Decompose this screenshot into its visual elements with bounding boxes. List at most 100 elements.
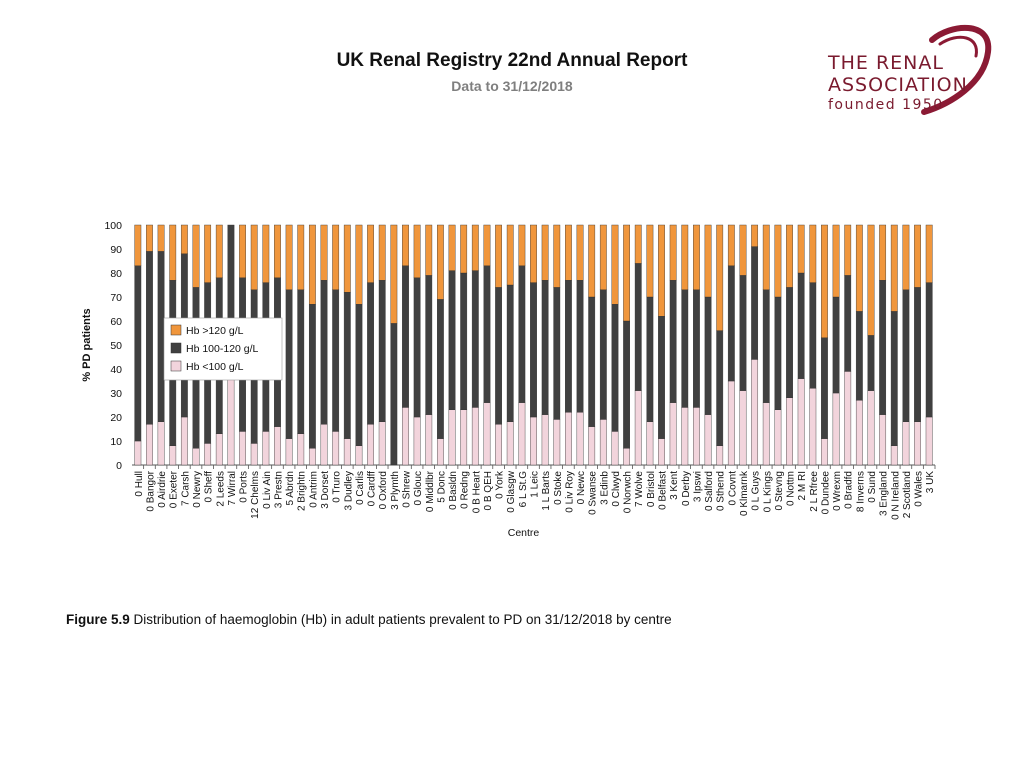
x-tick-label: 0 Hull <box>134 471 145 497</box>
bar-segment-hb-high <box>774 224 782 298</box>
y-axis-label: % PD patients <box>81 308 93 381</box>
bar-segment-hb-mid <box>786 287 793 399</box>
x-axis-label: Centre <box>508 527 540 539</box>
bar-segment-hb-mid <box>855 311 863 401</box>
figure-label: Figure 5.9 <box>66 612 130 627</box>
x-tick-label: 0 Truro <box>332 471 343 503</box>
bar-segment-hb-low <box>448 409 456 466</box>
bar-segment-hb-low <box>530 416 537 466</box>
bar-segment-hb-high <box>809 224 817 283</box>
bar-segment-hb-mid <box>506 284 514 423</box>
x-tick-label: 3 Plymth <box>390 471 401 510</box>
bar-segment-hb-high <box>588 224 596 298</box>
x-tick-label: 0 Wrexm <box>832 471 843 511</box>
bar-segment-hb-high <box>693 224 700 291</box>
bar-segment-hb-high <box>192 224 200 288</box>
bar-segment-hb-low <box>436 438 444 466</box>
bar-segment-hb-low <box>588 426 596 466</box>
bar-segment-hb-mid <box>541 279 549 415</box>
bar-segment-hb-high <box>180 224 188 254</box>
x-tick-label: 0 Bangor <box>145 470 156 511</box>
bar-segment-hb-low <box>227 378 235 466</box>
bar-segment-hb-mid <box>844 275 852 372</box>
bar-segment-hb-mid <box>646 296 654 423</box>
bar-segment-hb-high <box>925 224 933 283</box>
report-title: UK Renal Registry 22nd Annual Report <box>336 50 688 71</box>
x-tick-label: 3 Ipswi <box>692 471 703 502</box>
bar-segment-hb-high <box>297 224 305 291</box>
x-tick-label: 0 B QEH <box>483 471 494 510</box>
bar-segment-hb-mid <box>879 279 887 415</box>
bar-segment-hb-low <box>634 390 642 466</box>
x-tick-label: 0 Klmarnk <box>739 470 750 516</box>
x-tick-label: 0 Shrew <box>401 470 412 507</box>
y-tick-label: 10 <box>110 436 122 448</box>
bar-segment-hb-high <box>821 224 828 339</box>
bar-segment-hb-low <box>716 445 724 466</box>
x-tick-label: 3 Kent <box>669 471 680 500</box>
bar-segment-hb-low <box>495 423 502 466</box>
bar-segment-hb-low <box>483 402 491 466</box>
bar-segment-hb-mid <box>727 265 735 382</box>
bar-segment-hb-mid <box>355 303 363 447</box>
x-tick-label: 3 England <box>879 471 890 516</box>
bar-segment-hb-low <box>774 409 782 466</box>
bar-segment-hb-low <box>204 443 212 466</box>
legend-swatch <box>170 324 182 336</box>
bar-segment-hb-mid <box>751 246 759 360</box>
x-tick-label: 3 Dorset <box>320 471 331 509</box>
y-tick-label: 100 <box>104 220 122 232</box>
x-tick-label: 0 Covnt <box>727 471 738 506</box>
bar-segment-hb-low <box>867 390 875 466</box>
bar-segment-hb-mid <box>867 335 875 391</box>
bar-segment-hb-low <box>611 431 619 466</box>
bar-segment-hb-high <box>518 224 526 266</box>
x-tick-label: 0 Stoke <box>553 471 564 505</box>
bar-segment-hb-mid <box>693 289 700 408</box>
bar-segment-hb-low <box>925 416 933 466</box>
bar-segment-hb-low <box>809 387 817 466</box>
bar-segment-hb-low <box>378 421 386 466</box>
x-tick-label: 0 Oxford <box>378 471 389 509</box>
bar-segment-hb-high <box>646 224 654 298</box>
bar-segment-hb-low <box>215 433 223 466</box>
bar-segment-hb-low <box>332 431 340 466</box>
bar-segment-hb-mid <box>774 296 782 411</box>
x-tick-label: 0 Glouc <box>413 471 424 505</box>
bar-segment-hb-high <box>413 224 421 278</box>
legend-swatch <box>170 342 182 354</box>
x-tick-label: 1 Leic <box>530 471 541 498</box>
bar-segment-hb-high <box>343 224 351 293</box>
bar-segment-hb-high <box>402 224 409 266</box>
bar-segment-hb-high <box>460 224 468 274</box>
x-tick-label: 0 Bristol <box>646 471 657 507</box>
bar-segment-hb-mid <box>285 289 293 439</box>
bar-segment-hb-low <box>460 409 468 466</box>
bar-segment-hb-mid <box>832 296 840 394</box>
bar-segment-hb-mid <box>809 282 817 389</box>
bar-segment-hb-low <box>739 390 747 466</box>
x-tick-label: 2 L Rfree <box>809 471 820 512</box>
legend-label: Hb <100 g/L <box>186 361 244 373</box>
bar-segment-hb-low <box>541 414 549 466</box>
bar-segment-hb-low <box>599 419 607 466</box>
y-tick-label: 50 <box>110 340 122 352</box>
x-tick-label: 0 Nottm <box>786 471 797 506</box>
x-tick-label: 0 Newc <box>576 471 587 504</box>
y-tick-label: 20 <box>110 412 122 424</box>
bar-segment-hb-mid <box>565 279 572 413</box>
bar-segment-hb-low <box>646 421 654 466</box>
bar-segment-hb-mid <box>704 296 712 415</box>
bar-segment-hb-low <box>890 445 898 466</box>
bar-segment-hb-high <box>530 224 537 283</box>
bar-segment-hb-low <box>297 433 305 466</box>
bar-segment-hb-mid <box>483 265 491 403</box>
y-tick-label: 70 <box>110 292 122 304</box>
bar-segment-hb-high <box>483 224 491 266</box>
x-tick-label: 7 Carsh <box>180 471 191 506</box>
bar-segment-hb-mid <box>762 289 770 403</box>
legend-swatch <box>170 360 182 372</box>
x-tick-label: 2 Leeds <box>215 471 226 507</box>
x-tick-label: 5 Abrdn <box>285 471 296 505</box>
x-tick-label: 2 Scotland <box>902 471 913 518</box>
